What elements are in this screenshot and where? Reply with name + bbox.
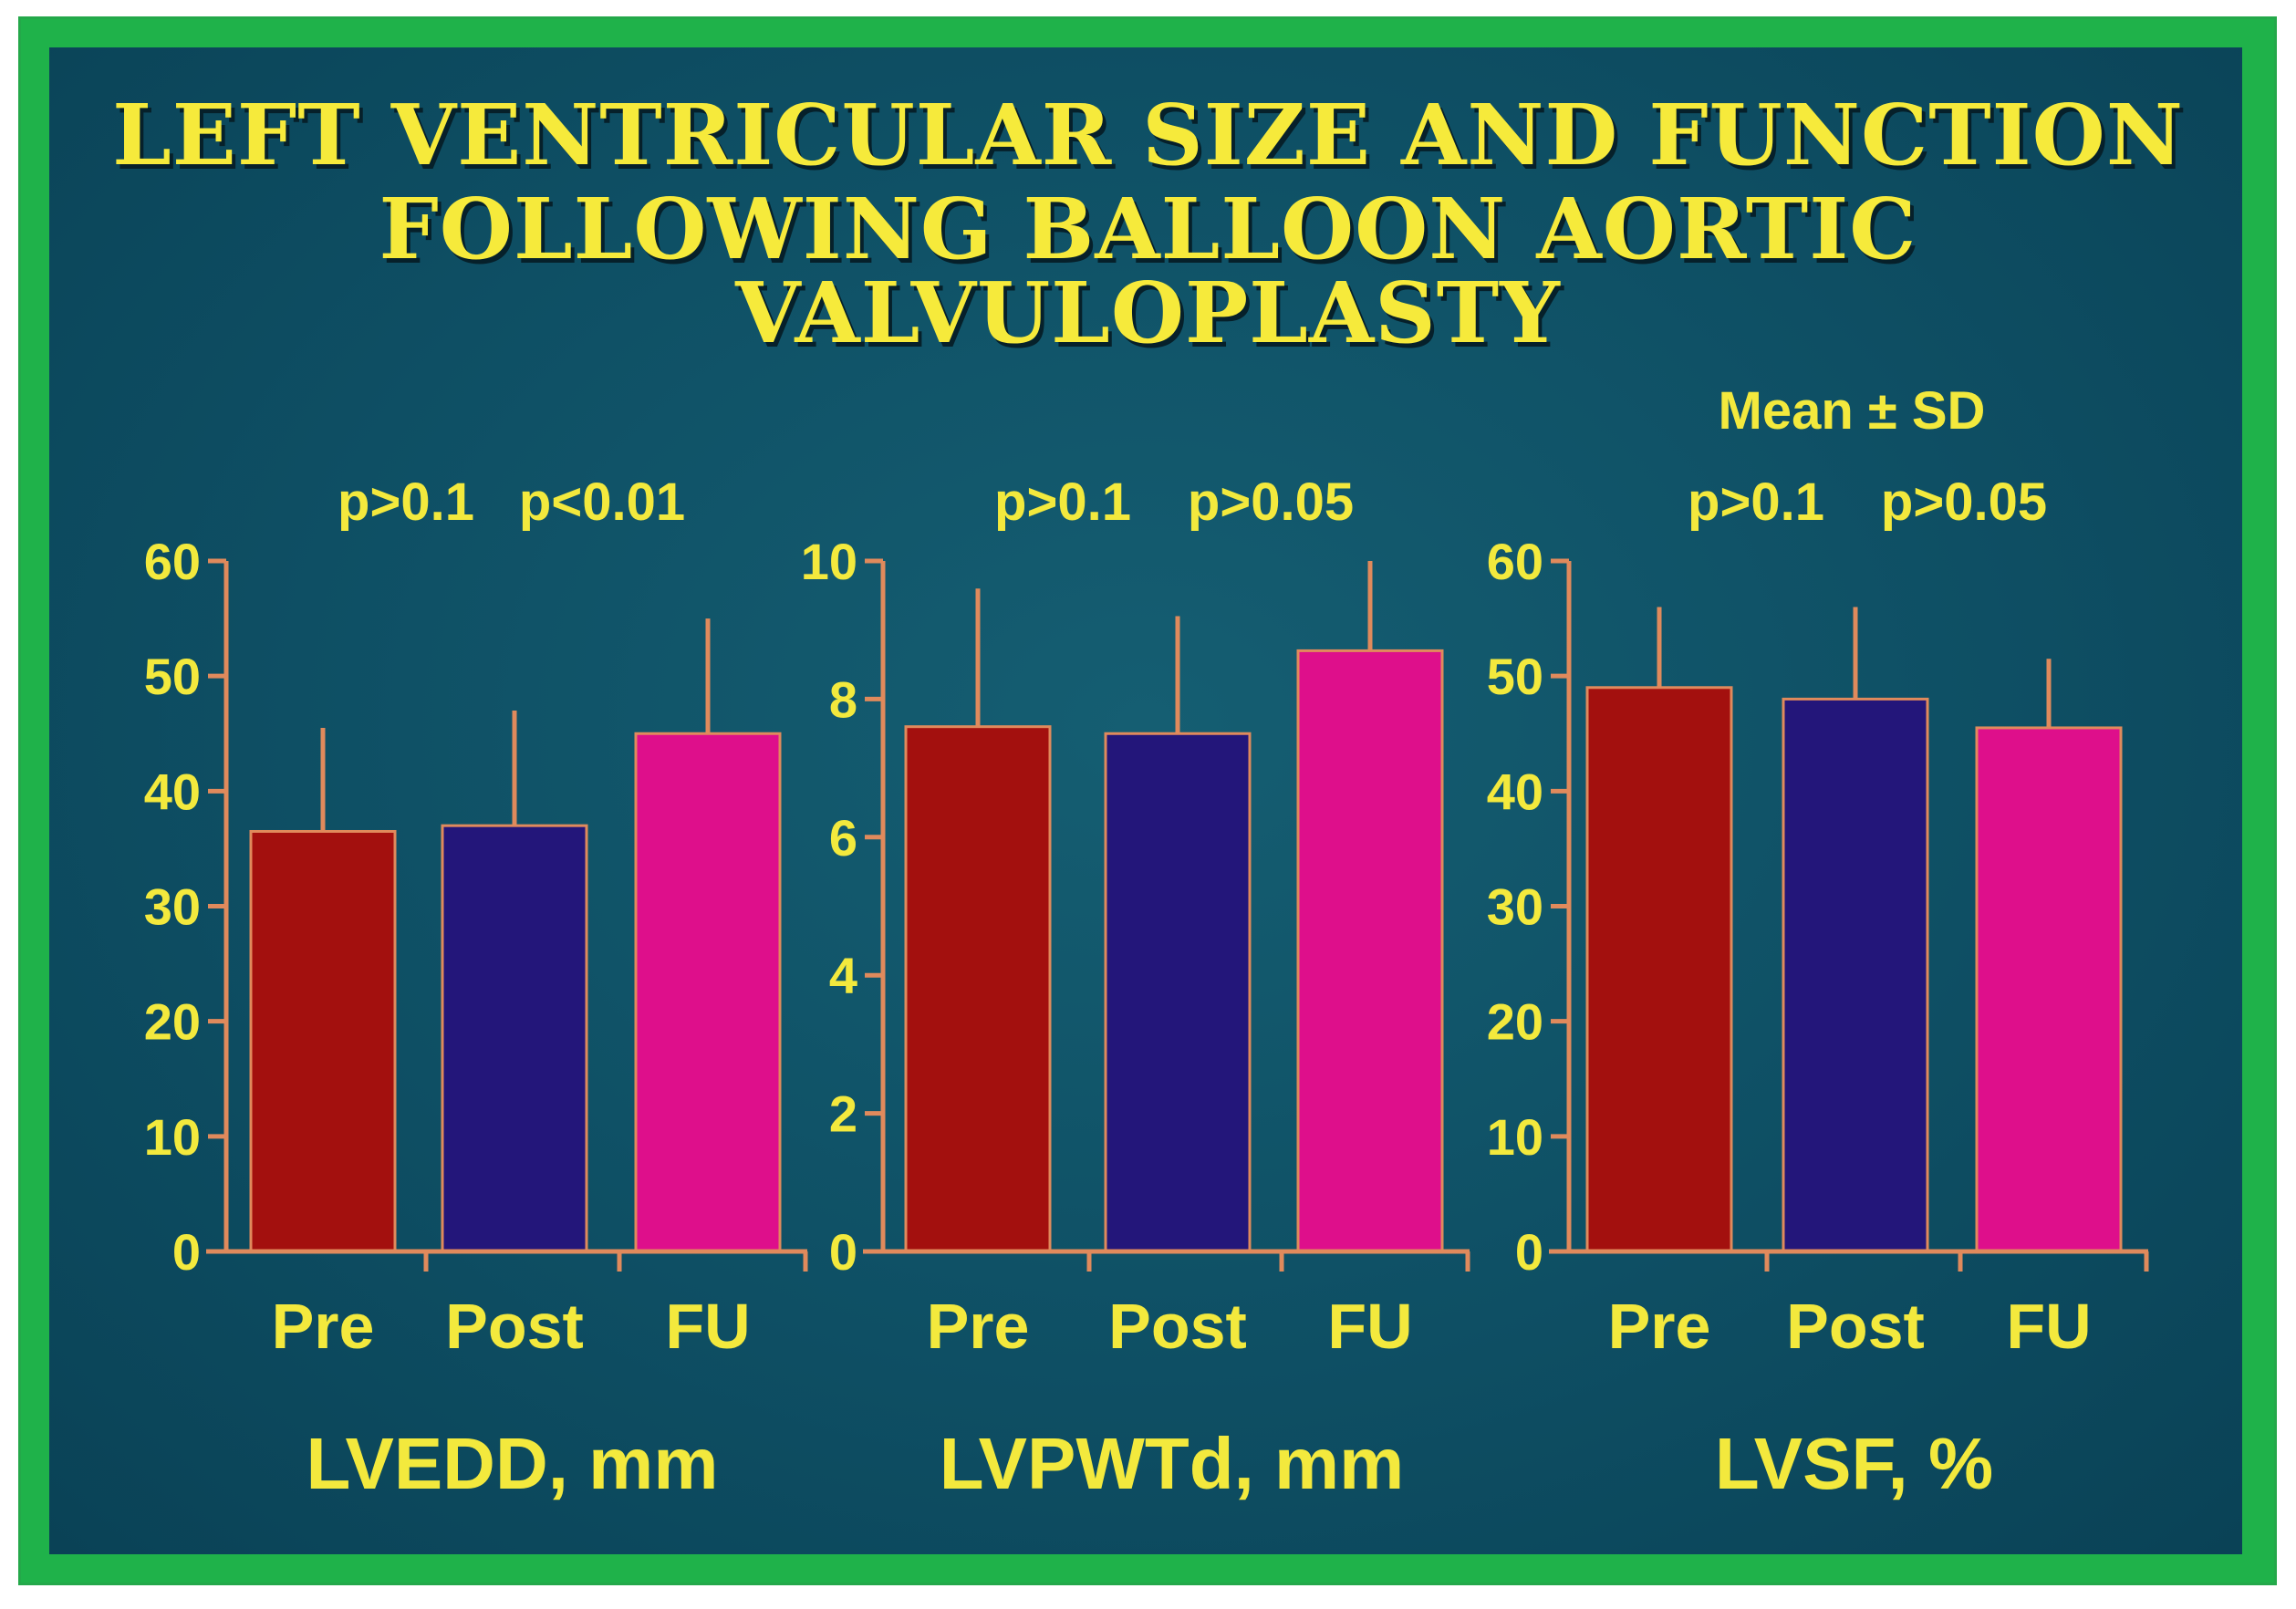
y-tick-label: 60 [144, 533, 201, 590]
y-tick-label: 0 [172, 1223, 201, 1281]
p-value-label: p>0.05 [1188, 472, 1354, 532]
y-tick-label: 8 [829, 670, 857, 728]
title-line-1: LEFT VENTRICULAR SIZE AND FUNCTION [112, 86, 2184, 184]
p-value-label: p>0.1 [338, 472, 474, 532]
x-tick-label: Pre [927, 1291, 1030, 1362]
bar-pre [249, 829, 397, 1253]
y-tick-label: 6 [829, 809, 857, 867]
x-tick-label: FU [2006, 1291, 2091, 1362]
y-tick-label: 10 [144, 1108, 201, 1166]
panel-axis-label: LVSF, % [1715, 1423, 1993, 1504]
bar-fu [634, 732, 782, 1253]
title-line-2: FOLLOWING BALLOON AORTIC VALVULOPLASTY [379, 180, 1917, 362]
bar-post [441, 824, 588, 1253]
y-tick-label: 50 [1487, 648, 1543, 705]
y-tick-label: 4 [829, 947, 857, 1004]
x-tick-label: Pre [1608, 1291, 1711, 1362]
y-tick-label: 30 [144, 878, 201, 936]
y-tick-label: 40 [144, 763, 201, 820]
y-tick-label: 40 [1487, 763, 1543, 820]
bar-fu [1975, 726, 2123, 1253]
x-tick-label: FU [665, 1291, 750, 1362]
bar-pre [1585, 686, 1733, 1253]
p-value-label: p>0.05 [1881, 472, 2047, 532]
bar-post [1782, 697, 1929, 1253]
y-tick-label: 2 [829, 1085, 857, 1143]
y-tick-label: 30 [1487, 878, 1543, 936]
bar-post [1104, 732, 1252, 1253]
p-value-label: p>0.1 [994, 472, 1131, 532]
x-tick-label: Post [1786, 1291, 1925, 1362]
panel-axis-label: LVPWTd, mm [940, 1423, 1405, 1504]
bar-fu [1296, 649, 1444, 1253]
y-tick-label: 0 [829, 1223, 857, 1281]
y-tick-label: 20 [144, 993, 201, 1051]
x-tick-label: Post [1108, 1291, 1247, 1362]
x-tick-label: FU [1327, 1291, 1412, 1362]
y-tick-label: 20 [1487, 993, 1543, 1051]
p-value-label: p>0.1 [1688, 472, 1824, 532]
bar-pre [904, 725, 1052, 1253]
mean-sd-note: Mean ± SD [1719, 381, 1986, 441]
p-value-label: p<0.01 [519, 472, 685, 532]
y-tick-label: 10 [1487, 1108, 1543, 1166]
y-tick-label: 10 [801, 533, 857, 590]
panel-axis-label: LVEDD, mm [306, 1423, 719, 1504]
x-tick-label: Pre [272, 1291, 375, 1362]
y-tick-label: 0 [1515, 1223, 1543, 1281]
y-tick-label: 60 [1487, 533, 1543, 590]
y-tick-label: 50 [144, 648, 201, 705]
x-tick-label: Post [445, 1291, 584, 1362]
